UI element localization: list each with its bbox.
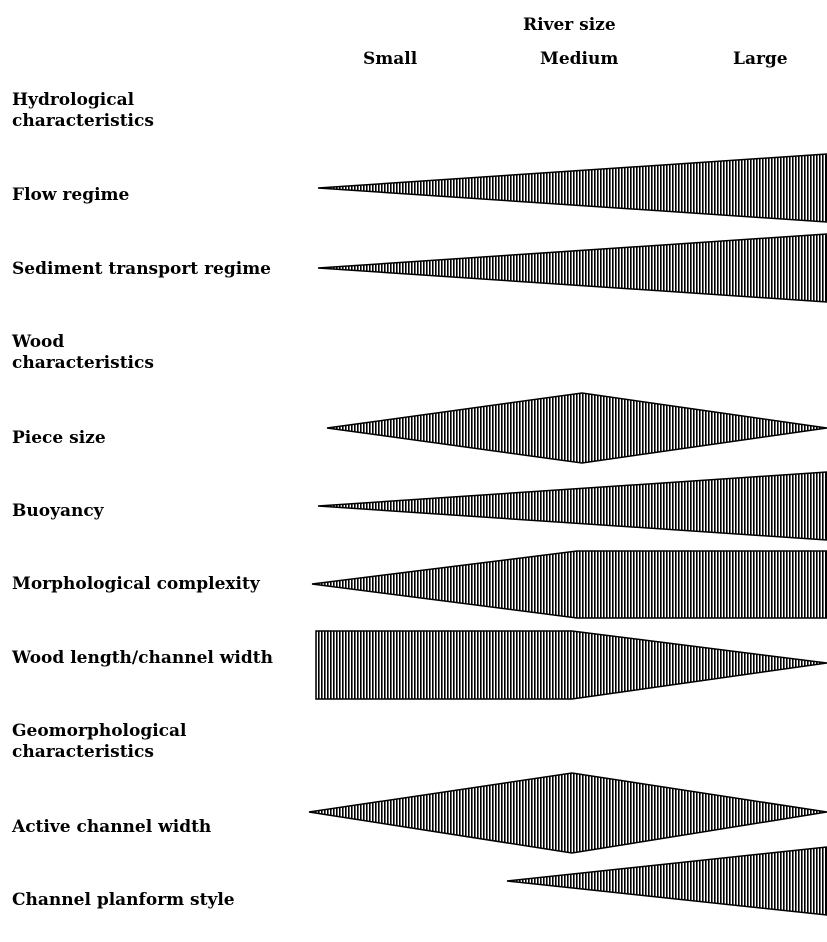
column-medium: Medium [540,49,619,69]
section-heading-geomorphological: Geomorphological characteristics [12,721,187,763]
wedge-active-channel-width [308,772,827,854]
wedge-sediment-transport [317,233,827,303]
wedge-channel-planform-style [506,846,827,916]
wedge-morphological-complexity [311,550,827,619]
wedge-buoyancy [317,471,827,541]
row-label-piece-size: Piece size [12,428,106,448]
row-label-sediment-transport: Sediment transport regime [12,259,272,279]
section-heading-line: Hydrological [12,90,135,110]
river-size-title: River size [523,15,616,35]
row-label-buoyancy: Buoyancy [12,501,104,521]
section-heading-line: Geomorphological [12,721,187,741]
wedge-piece-size [326,392,827,464]
section-heading-line: characteristics [12,111,154,131]
row-label-active-channel-width: Active channel width [12,817,212,837]
row-label-flow-regime: Flow regime [12,185,130,205]
section-heading-line: characteristics [12,353,154,373]
section-heading-line: Wood [12,332,65,352]
section-heading-wood: Wood characteristics [12,332,154,374]
wedge-wood-length-channel-width [315,630,827,700]
row-label-morphological-complexity: Morphological complexity [12,574,260,594]
column-large: Large [733,49,788,69]
row-label-channel-planform-style: Channel planform style [12,890,235,910]
section-heading-line: characteristics [12,742,154,762]
column-small: Small [363,49,418,69]
row-label-wood-length-channel-width: Wood length/channel width [12,648,273,668]
wedge-flow-regime [317,153,827,223]
section-heading-hydrological: Hydrological characteristics [12,90,154,132]
